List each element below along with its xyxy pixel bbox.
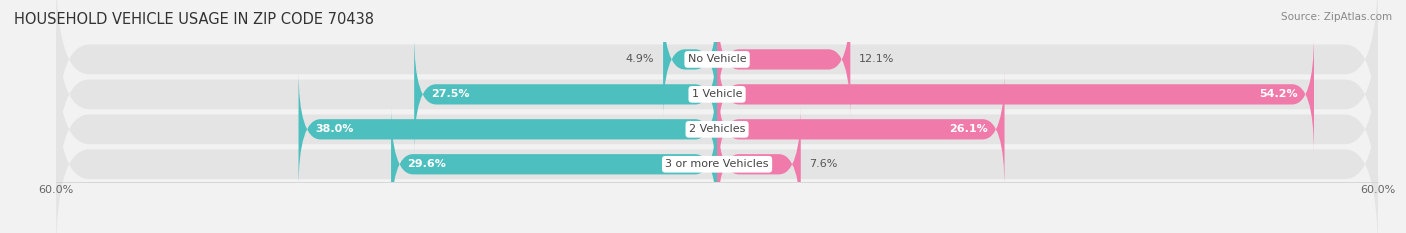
Text: 2 Vehicles: 2 Vehicles — [689, 124, 745, 134]
FancyBboxPatch shape — [56, 74, 1378, 233]
Text: No Vehicle: No Vehicle — [688, 55, 747, 64]
FancyBboxPatch shape — [298, 69, 717, 189]
Text: HOUSEHOLD VEHICLE USAGE IN ZIP CODE 70438: HOUSEHOLD VEHICLE USAGE IN ZIP CODE 7043… — [14, 12, 374, 27]
Text: 3 or more Vehicles: 3 or more Vehicles — [665, 159, 769, 169]
Text: 29.6%: 29.6% — [408, 159, 447, 169]
Text: Source: ZipAtlas.com: Source: ZipAtlas.com — [1281, 12, 1392, 22]
Text: 38.0%: 38.0% — [315, 124, 353, 134]
FancyBboxPatch shape — [717, 0, 851, 119]
FancyBboxPatch shape — [664, 0, 717, 119]
FancyBboxPatch shape — [56, 39, 1378, 219]
FancyBboxPatch shape — [56, 0, 1378, 149]
FancyBboxPatch shape — [56, 4, 1378, 184]
Text: 1 Vehicle: 1 Vehicle — [692, 89, 742, 99]
Text: 4.9%: 4.9% — [626, 55, 654, 64]
FancyBboxPatch shape — [717, 104, 801, 224]
Text: 26.1%: 26.1% — [949, 124, 988, 134]
FancyBboxPatch shape — [415, 34, 717, 154]
Text: 27.5%: 27.5% — [430, 89, 470, 99]
FancyBboxPatch shape — [391, 104, 717, 224]
Text: 7.6%: 7.6% — [810, 159, 838, 169]
FancyBboxPatch shape — [717, 69, 1004, 189]
Text: 12.1%: 12.1% — [859, 55, 894, 64]
Text: 54.2%: 54.2% — [1258, 89, 1298, 99]
FancyBboxPatch shape — [717, 34, 1315, 154]
